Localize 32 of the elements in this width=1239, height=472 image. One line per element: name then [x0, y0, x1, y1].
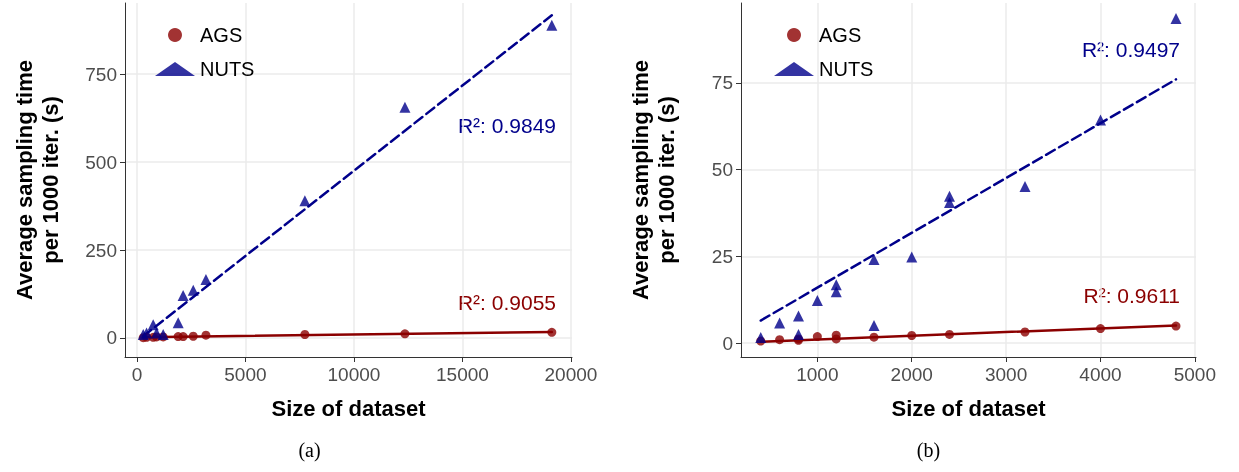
y-axis-title: Average sampling time per 1000 iter. (s) — [627, 59, 679, 301]
y-tick-label: 0 — [106, 327, 117, 349]
x-axis-title: Size of dataset — [891, 395, 1047, 421]
y-tick-label: 750 — [85, 63, 117, 85]
y-tick-label: 25 — [711, 245, 733, 267]
legend-label: AGS — [819, 24, 862, 46]
legend-label: AGS — [200, 24, 243, 46]
x-tick-label: 15000 — [436, 364, 489, 385]
x-tick-label: 20000 — [544, 364, 598, 385]
x-tick-label: 1000 — [796, 364, 839, 385]
x-tick-label: 10000 — [327, 364, 381, 385]
legend-label: NUTS — [200, 58, 255, 80]
y-tick-label: 0 — [722, 332, 733, 354]
y-axis-title: Average sampling time per 1000 iter. (s) — [11, 59, 63, 301]
x-tick-label: 3000 — [984, 364, 1028, 385]
annotation: R²: 0.9055 — [457, 290, 556, 314]
annotation: R²: 0.9497 — [1081, 37, 1180, 61]
y-tick-label: 50 — [711, 159, 733, 181]
legend-label: NUTS — [819, 58, 874, 80]
x-tick-label: 0 — [131, 364, 143, 385]
x-tick-label: 5000 — [1173, 364, 1217, 385]
x-tick-label: 4000 — [1079, 364, 1122, 385]
annotation: R²: 0.9611 — [1083, 283, 1180, 307]
text: (a) — [298, 439, 321, 462]
annotation: R²: 0.9849 — [457, 113, 556, 137]
y-tick-label: 75 — [711, 72, 733, 94]
y-tick-label: 500 — [85, 151, 117, 173]
text: (b) — [916, 439, 941, 462]
x-tick-label: 2000 — [890, 364, 933, 385]
x-axis-title: Size of dataset — [271, 395, 427, 421]
x-tick-label: 5000 — [224, 364, 267, 385]
y-tick-label: 250 — [85, 239, 117, 261]
